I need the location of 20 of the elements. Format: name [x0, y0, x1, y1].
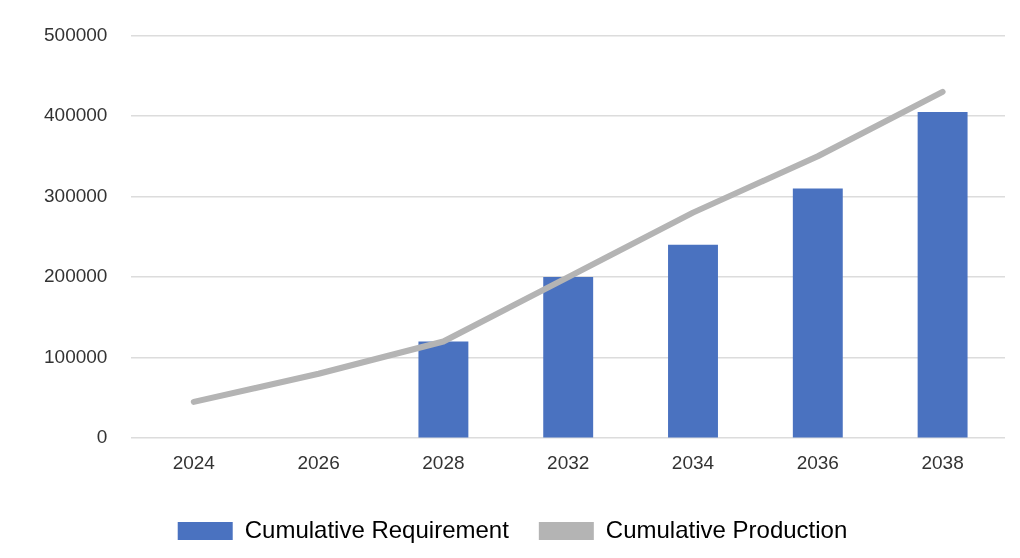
bar: [543, 277, 594, 438]
x-tick-label: 2034: [671, 451, 715, 473]
legend-label: Cumulative Production: [605, 515, 848, 543]
bar: [917, 111, 968, 438]
bar: [668, 244, 718, 438]
y-tick-label: 500000: [44, 23, 108, 45]
x-tick-label: 2036: [796, 451, 839, 473]
y-tick-label: 400000: [44, 104, 108, 126]
x-tick-label: 2024: [172, 451, 216, 473]
y-tick-label: 100000: [44, 345, 108, 367]
x-tick-label: 2028: [422, 451, 465, 473]
legend-label: Cumulative Requirement: [244, 515, 510, 543]
x-tick-label: 2038: [921, 451, 964, 473]
x-tick-label: 2032: [547, 451, 590, 473]
bar: [792, 188, 843, 438]
bar: [418, 341, 469, 438]
y-tick-label: 200000: [44, 265, 108, 287]
y-tick-label: 300000: [44, 184, 108, 206]
y-tick-label: 0: [96, 426, 108, 448]
x-tick-label: 2026: [297, 451, 340, 473]
